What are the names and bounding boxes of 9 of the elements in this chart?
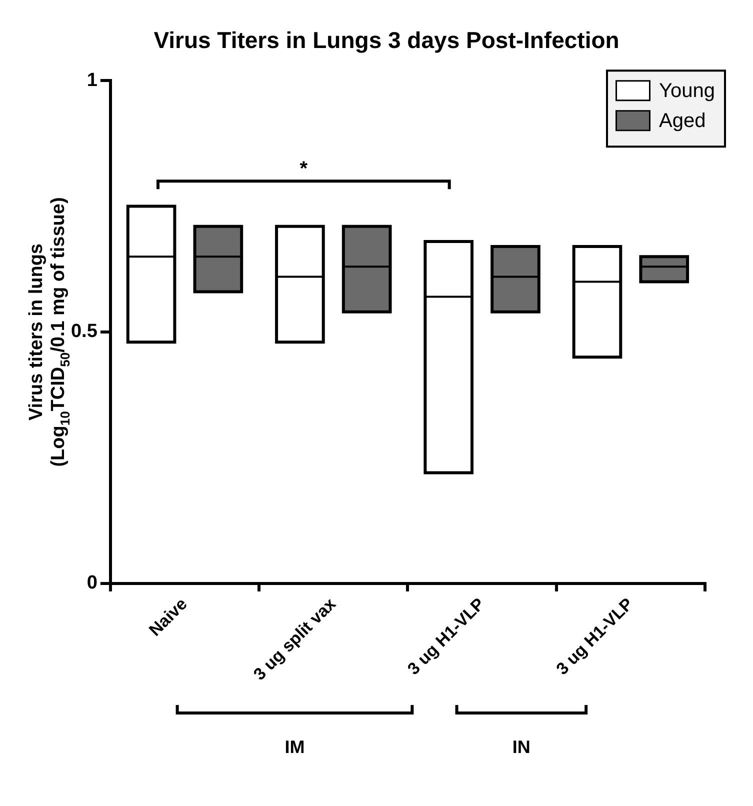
y-tick-label: 0	[86, 572, 98, 594]
legend-label: Young	[659, 80, 715, 102]
chart-title: Virus Titers in Lungs 3 days Post-Infection	[154, 27, 620, 54]
y-tick-label: 1	[86, 70, 98, 91]
text: IM	[284, 737, 305, 757]
text: IN	[512, 737, 530, 757]
y-tick-label: 0.5	[70, 321, 98, 342]
annotation: *	[300, 158, 308, 180]
legend-label: Aged	[659, 110, 706, 132]
